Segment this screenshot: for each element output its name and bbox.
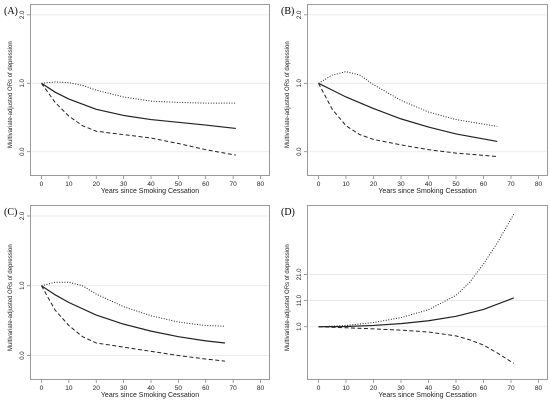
x-tick-label: 0	[317, 385, 321, 392]
x-tick-label: 0	[40, 181, 44, 188]
x-tick-label: 40	[147, 181, 155, 188]
x-tick-label: 70	[507, 181, 515, 188]
x-tick-label: 80	[535, 181, 543, 188]
y-tick-label: 21.0	[297, 268, 303, 280]
x-tick-label: 20	[93, 181, 101, 188]
series-line-dashed	[41, 285, 225, 362]
y-tick-label: 1.0	[297, 78, 303, 87]
series-line-dashed	[318, 326, 515, 364]
y-axis-title: Multivariate-adjusted ORs of depression	[8, 41, 14, 148]
panel-a: (A) 0.0 1.0 2.0 0 10 20 30 40 50 60 70 80 Multivari…	[0, 0, 272, 198]
series-line-dotted	[41, 281, 225, 327]
y-axis-title: Multivariate-adjusted ORs of depression	[8, 243, 14, 351]
series-line-dotted	[318, 71, 498, 127]
x-tick-label: 40	[147, 385, 155, 392]
x-tick-label: 10	[65, 385, 73, 392]
y-tick-label: 1.0	[20, 78, 26, 87]
x-tick-label: 20	[370, 181, 378, 188]
panel-d: (D) 1.0 11.0 21.0 0 10 20 30 40 50 60 70 80 Multiva…	[277, 201, 550, 402]
x-tick-label: 20	[93, 385, 101, 392]
x-tick-label: 10	[342, 181, 350, 188]
x-tick-label: 80	[535, 385, 543, 392]
x-tick-label: 40	[425, 181, 433, 188]
y-tick-label: 11.0	[297, 294, 303, 306]
plot-frame	[307, 4, 548, 176]
y-tick-label: 0.0	[20, 147, 26, 156]
x-tick-label: 70	[230, 181, 238, 188]
x-tick-label: 50	[175, 385, 183, 392]
x-axis-title: Years since Smoking Cessation	[100, 188, 200, 195]
y-tick-label: 2.0	[20, 211, 26, 220]
x-tick-label: 30	[120, 181, 128, 188]
x-axis-title: Years since Smoking Cessation	[378, 188, 477, 195]
x-tick-label: 60	[480, 385, 488, 392]
x-tick-label: 80	[257, 181, 265, 188]
panel-label: (B)	[281, 6, 295, 17]
x-axis-title: Years since Smoking Cessation	[100, 392, 200, 399]
x-tick-label: 50	[452, 385, 460, 392]
x-tick-label: 30	[397, 181, 405, 188]
x-tick-label: 60	[480, 181, 488, 188]
panel-label: (A)	[4, 6, 18, 17]
series-line-solid	[318, 297, 514, 328]
x-tick-label: 70	[230, 385, 238, 392]
x-tick-label: 30	[397, 385, 405, 392]
y-tick-label: 2.0	[20, 10, 26, 19]
x-tick-label: 10	[65, 181, 73, 188]
y-tick-label: 2.0	[297, 10, 303, 19]
y-tick-label: 1.0	[297, 322, 303, 331]
panel-c: (C) 0.0 1.0 2.0 0 10 20 30 40 50 60 70 80 Multivari…	[0, 201, 272, 402]
x-axis-title: Years since Smoking Cessation	[378, 392, 477, 399]
y-tick-label: 0.0	[20, 351, 26, 360]
plot-svg: 1.0 11.0 21.0 0 10 20 30 40 50 60 70 80	[297, 213, 547, 392]
x-tick-label: 0	[40, 385, 44, 392]
series-line-solid	[318, 82, 498, 143]
x-tick-label: 0	[317, 181, 321, 188]
y-axis-title: Multivariate-adjusted ORs of depression	[285, 243, 291, 351]
panel-label: (C)	[4, 207, 18, 218]
x-tick-label: 50	[452, 181, 460, 188]
series-line-solid	[41, 285, 225, 344]
x-tick-label: 60	[202, 181, 210, 188]
x-tick-label: 20	[370, 385, 378, 392]
x-tick-label: 70	[507, 385, 515, 392]
y-axis-title: Multivariate-adjusted ORs of depression	[285, 41, 291, 148]
plot-svg: 0.0 1.0 2.0 0 10 20 30 40 50 60 70 80	[20, 10, 269, 188]
series-line-solid	[41, 82, 236, 130]
x-tick-label: 30	[120, 385, 128, 392]
x-tick-label: 50	[175, 181, 183, 188]
panel-label: (D)	[281, 207, 295, 218]
x-tick-label: 40	[425, 385, 433, 392]
x-tick-label: 10	[342, 385, 350, 392]
plot-frame	[307, 205, 548, 380]
y-tick-label: 0.0	[297, 147, 303, 156]
x-tick-label: 60	[202, 385, 210, 392]
plot-svg: 0.0 1.0 2.0 0 10 20 30 40 50 60 70 80	[297, 10, 547, 188]
plot-svg: 0.0 1.0 2.0 0 10 20 30 40 50 60 70 80	[20, 211, 269, 392]
series-line-dotted	[318, 213, 515, 328]
plot-frame	[30, 205, 270, 380]
series-line-dashed	[318, 83, 498, 158]
x-tick-label: 80	[257, 385, 265, 392]
panel-b: (B) 0.0 1.0 2.0 0 10 20 30 40 50 60 70 80 Multivari…	[277, 0, 550, 198]
plot-frame	[30, 4, 270, 176]
series-line-dashed	[41, 82, 236, 156]
y-tick-label: 1.0	[20, 281, 26, 290]
